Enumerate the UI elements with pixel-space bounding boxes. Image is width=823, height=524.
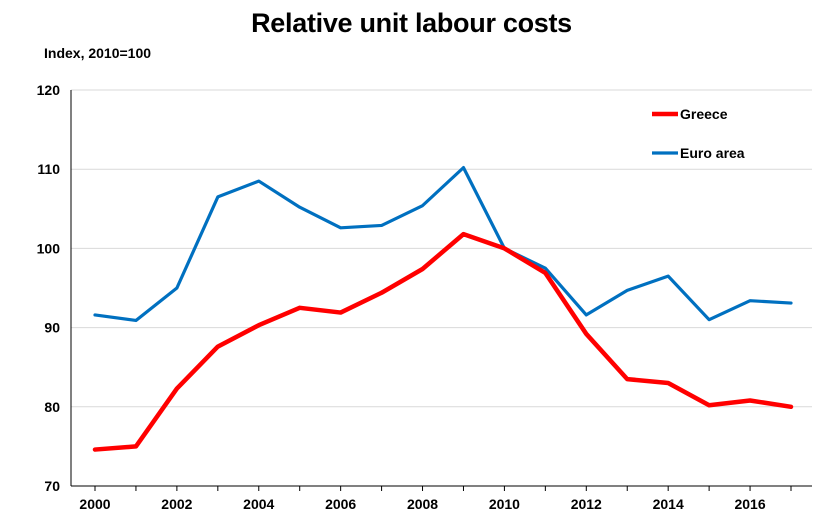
y-tick-label: 100 bbox=[37, 240, 61, 256]
x-tick-label: 2014 bbox=[653, 496, 684, 512]
y-tick-label: 80 bbox=[44, 399, 60, 415]
legend-label-euro-area: Euro area bbox=[680, 145, 745, 161]
x-tick-label: 2006 bbox=[325, 496, 356, 512]
y-tick-label: 90 bbox=[44, 320, 60, 336]
x-tick-label: 2002 bbox=[161, 496, 192, 512]
legend: Greece Euro area bbox=[652, 106, 745, 161]
series-line-euro-area bbox=[93, 166, 793, 323]
gridlines bbox=[71, 89, 812, 408]
y-tick-label: 70 bbox=[44, 478, 60, 494]
x-tick-label: 2000 bbox=[79, 496, 110, 512]
legend-label-greece: Greece bbox=[680, 106, 728, 122]
y-tick-label: 120 bbox=[37, 82, 61, 98]
x-tick-label: 2008 bbox=[407, 496, 438, 512]
x-tick-label: 2004 bbox=[243, 496, 274, 512]
x-tick-label: 2012 bbox=[571, 496, 602, 512]
axes: 70 80 90 100 110 120 2000 2002 2004 2006 2008 2010 2… bbox=[37, 82, 812, 512]
x-tick-label: 2016 bbox=[734, 496, 765, 512]
y-tick-label: 110 bbox=[37, 161, 60, 177]
y-axis-label: Index, 2010=100 bbox=[44, 45, 152, 61]
series-line-greece bbox=[92, 231, 794, 452]
series-lines bbox=[92, 166, 794, 452]
x-tick-label: 2010 bbox=[489, 496, 520, 512]
chart-title: Relative unit labour costs bbox=[251, 8, 572, 38]
